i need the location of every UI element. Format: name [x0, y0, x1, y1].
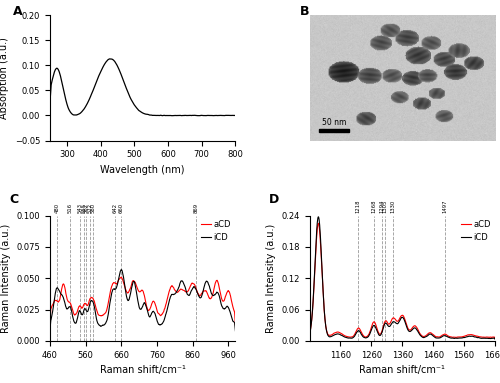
Text: 1497: 1497 [442, 200, 447, 213]
aCD [474, 334, 480, 339]
Legend: aCD, iCD: aCD, iCD [461, 220, 491, 242]
iCD [428, 332, 434, 337]
Bar [319, 129, 348, 132]
aCD [47, 321, 53, 326]
iCD [474, 335, 480, 340]
Line: aCD: aCD [310, 223, 495, 339]
Line: iCD: iCD [310, 217, 495, 339]
aCD [118, 275, 124, 280]
aCD [232, 322, 238, 327]
iCD [306, 334, 312, 339]
Y-axis label: Raman Intensity (a.u.): Raman Intensity (a.u.) [266, 224, 276, 333]
Text: 572: 572 [88, 203, 92, 213]
Text: 555: 555 [82, 203, 86, 213]
Text: 516: 516 [68, 203, 72, 213]
Text: A: A [13, 5, 22, 18]
aCD [428, 331, 434, 336]
iCD [451, 336, 457, 341]
Text: B: B [300, 5, 310, 18]
Text: C: C [9, 193, 18, 206]
Text: 50 nm: 50 nm [322, 118, 346, 127]
Text: 642: 642 [112, 203, 117, 213]
aCD [352, 331, 358, 336]
X-axis label: Raman shift/cm⁻¹: Raman shift/cm⁻¹ [100, 365, 186, 375]
iCD [366, 334, 372, 339]
iCD [316, 214, 322, 219]
Line: aCD: aCD [50, 277, 236, 325]
aCD [316, 221, 322, 226]
aCD [366, 332, 372, 337]
Text: 1305: 1305 [383, 200, 388, 213]
iCD [192, 285, 198, 289]
aCD [92, 303, 98, 308]
aCD [451, 335, 457, 339]
iCD [359, 333, 365, 338]
aCD [100, 313, 105, 318]
aCD [192, 282, 198, 287]
aCD [359, 331, 365, 336]
Text: 660: 660 [119, 203, 124, 213]
aCD [306, 334, 312, 339]
Text: 869: 869 [194, 203, 198, 213]
X-axis label: Raman shift/cm⁻¹: Raman shift/cm⁻¹ [360, 365, 445, 375]
Text: D: D [269, 193, 279, 206]
Text: 1268: 1268 [372, 200, 376, 213]
Legend: aCD, iCD: aCD, iCD [201, 220, 231, 242]
Text: 543: 543 [77, 203, 82, 213]
aCD [106, 299, 112, 304]
iCD [214, 290, 220, 295]
iCD [352, 333, 358, 337]
iCD [100, 323, 105, 328]
Y-axis label: Raman Intensity (a.u.): Raman Intensity (a.u.) [1, 224, 11, 333]
iCD [106, 309, 112, 314]
iCD [169, 292, 175, 297]
iCD [118, 267, 124, 272]
Text: 580: 580 [90, 203, 96, 213]
aCD [169, 283, 175, 288]
Text: 562: 562 [84, 203, 89, 213]
iCD [92, 310, 98, 314]
Text: 1294: 1294 [380, 200, 384, 213]
X-axis label: Wavelength (nm): Wavelength (nm) [100, 165, 185, 175]
aCD [492, 336, 498, 341]
Text: 1218: 1218 [356, 200, 361, 213]
Text: 1330: 1330 [390, 200, 396, 213]
iCD [47, 327, 53, 332]
Line: iCD: iCD [50, 270, 236, 331]
Text: 480: 480 [54, 203, 60, 213]
iCD [232, 329, 238, 333]
Y-axis label: Absorption (a.u.): Absorption (a.u.) [0, 37, 10, 119]
iCD [492, 337, 498, 342]
aCD [214, 278, 220, 283]
